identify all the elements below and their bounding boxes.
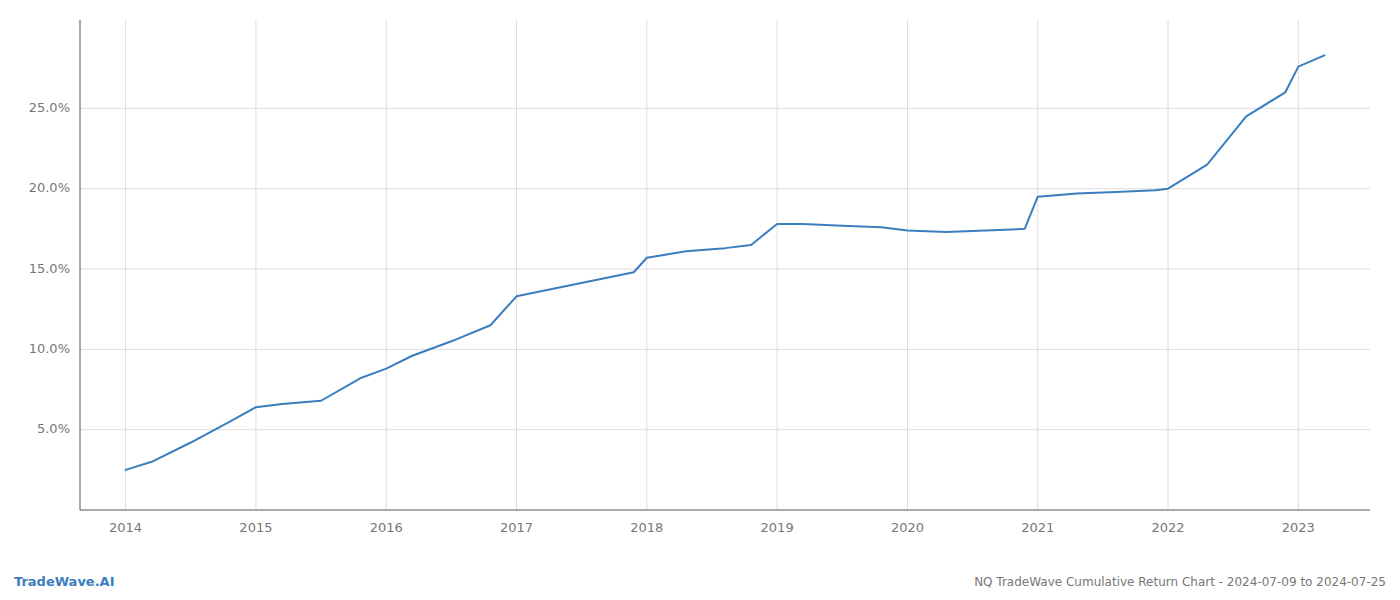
x-grid-line [1168,20,1169,510]
x-axis-line [80,510,1370,511]
x-tick-label: 2018 [630,520,663,535]
y-grid-line [80,269,1370,270]
y-grid-line [80,429,1370,430]
x-tick-label: 2017 [500,520,533,535]
y-axis-line [80,20,81,510]
x-grid-line [907,20,908,510]
return-line [126,55,1325,470]
chart: 5.0% 10.0% 15.0% 20.0% 25.0% 2014 2015 2016 2017… [0,0,1400,600]
x-grid-line [255,20,256,510]
x-grid-line [1298,20,1299,510]
x-tick-label: 2020 [891,520,924,535]
x-tick-label: 2019 [761,520,794,535]
y-grid-line [80,349,1370,350]
x-tick-label: 2021 [1021,520,1054,535]
y-tick-label: 15.0% [29,261,70,276]
x-grid-line [516,20,517,510]
x-tick-label: 2015 [239,520,272,535]
x-grid-line [646,20,647,510]
y-tick-label: 20.0% [29,180,70,195]
x-tick-label: 2014 [109,520,142,535]
data-area [126,55,1325,470]
x-tick-label: 2016 [370,520,403,535]
grid [80,20,1370,510]
y-tick-label: 5.0% [37,421,70,436]
x-tick-label: 2022 [1151,520,1184,535]
tick-labels: 5.0% 10.0% 15.0% 20.0% 25.0% 2014 2015 2016 2017… [29,100,1315,535]
title: NQ TradeWave Cumulative Return Chart - 2… [974,575,1386,589]
x-tick-label: 2023 [1282,520,1315,535]
watermark: TradeWave.AI [14,574,115,589]
x-grid-line [1037,20,1038,510]
x-grid-line [386,20,387,510]
y-grid-line [80,108,1370,109]
y-tick-label: 10.0% [29,341,70,356]
y-tick-label: 25.0% [29,100,70,115]
y-grid-line [80,188,1370,189]
x-grid-line [125,20,126,510]
x-grid-line [777,20,778,510]
